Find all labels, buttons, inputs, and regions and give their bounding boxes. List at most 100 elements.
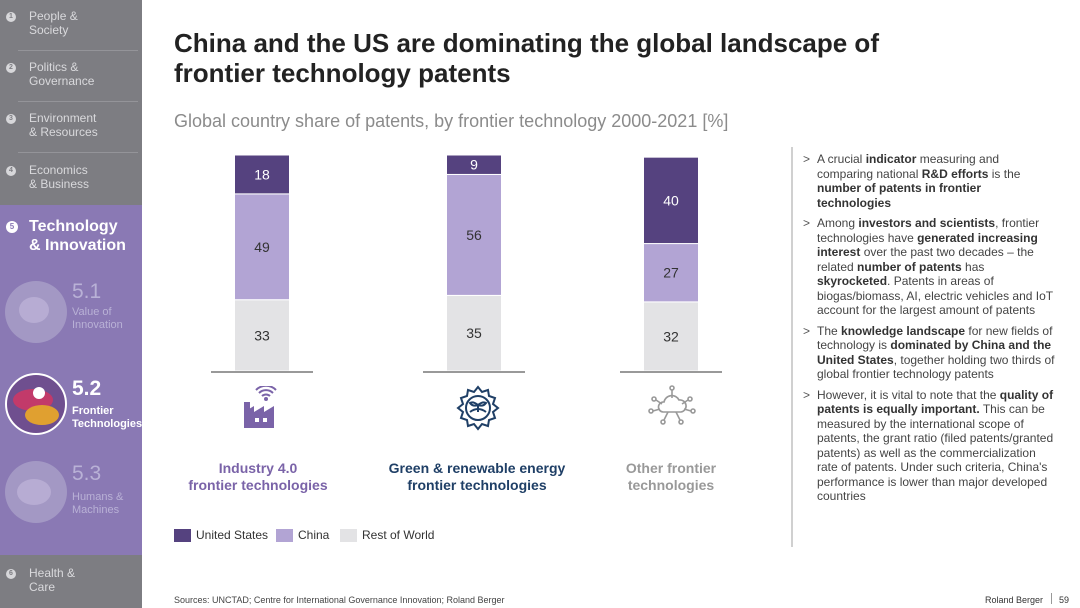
bar-segment-china	[234, 193, 290, 301]
bar-segment-rest-of-world	[446, 294, 502, 372]
brand-name: Roland Berger	[985, 595, 1044, 605]
bullet-item: > However, it is vital to note that the q…	[803, 388, 1058, 504]
bullet-text: This can be measured by the internationa…	[817, 402, 1054, 503]
gear-leaf-icon	[456, 385, 500, 431]
section-number: 4	[6, 166, 16, 176]
data-label: 35	[466, 325, 482, 341]
data-label: 49	[254, 239, 270, 255]
source-note: Sources: UNCTAD; Centre for Internationa…	[174, 595, 505, 605]
section-number: 2	[6, 63, 16, 73]
legend-label: Rest of World	[362, 528, 435, 542]
data-label: 9	[470, 157, 478, 173]
bar-segment-united-states	[234, 154, 290, 195]
frontier-technologies-thumbnail	[5, 373, 67, 435]
page-title: China and the US are dominating the glob…	[174, 28, 879, 88]
legend-swatch	[340, 529, 357, 542]
subitem-label: Frontier Technologies	[72, 405, 143, 430]
bullet-text: , frontier technologies have	[817, 216, 1040, 245]
legend-swatch	[174, 529, 191, 542]
bullet-bold-text: knowledge landscape	[841, 323, 966, 338]
section-number: 3	[6, 114, 16, 124]
sidebar-subitem-value-of-innovation[interactable]: 5.1 Value of Innovation	[0, 279, 142, 343]
bullet-text: A crucial	[817, 152, 866, 166]
sidebar: 1 People & Society 2 Politics & Governan…	[0, 0, 142, 608]
sidebar-item-politics-governance[interactable]: 2 Politics & Governance	[0, 59, 142, 99]
bar-segment-china	[643, 243, 699, 303]
bullet-bold-text: dominated by China and the United States	[817, 338, 1052, 367]
divider-line	[791, 147, 793, 547]
sidebar-item-label: Economics & Business	[29, 163, 90, 191]
divider	[18, 152, 138, 153]
bullet-text: has	[961, 259, 985, 274]
subitem-number: 5.2	[72, 377, 102, 400]
sidebar-item-technology-innovation[interactable]: 5 Technology & Innovation	[0, 217, 142, 259]
sidebar-item-label: Politics & Governance	[29, 60, 95, 88]
value-of-innovation-thumbnail	[5, 281, 67, 343]
bullet-marker: >	[803, 323, 811, 338]
data-label: 27	[663, 265, 679, 281]
subitem-number: 5.1	[72, 280, 102, 303]
data-label: 18	[254, 166, 270, 182]
bar-segment-united-states	[643, 156, 699, 245]
bullet-text: , together holding two thirds of global …	[817, 352, 1055, 382]
page-number: 59	[1059, 595, 1070, 605]
bullet-item: > Among investors and scientists, frontie…	[803, 216, 1058, 318]
data-label: 32	[663, 328, 679, 344]
bullet-bold-text: skyrocketed	[817, 274, 888, 288]
humans-machines-thumbnail	[5, 461, 67, 523]
divider	[18, 101, 138, 102]
bullet-text: for new fields of technology is	[817, 323, 1053, 353]
footer-separator	[1051, 593, 1052, 604]
stacked-bar-chart: 33 49 18 35 56 9 32 27 40	[211, 154, 722, 373]
sidebar-item-label: Environment & Resources	[29, 111, 98, 139]
chart-subtitle: Global country share of patents, by fron…	[174, 111, 729, 131]
subitem-label: Humans & Machines	[72, 491, 124, 516]
bullet-text: over the past two decades – the related	[817, 245, 1034, 274]
sidebar-item-environment-resources[interactable]: 3 Environment & Resources	[0, 110, 142, 150]
sidebar-item-label: Technology & Innovation	[29, 218, 126, 254]
sidebar-active-section: 5 Technology & Innovation 5.1 Value of I…	[0, 205, 142, 555]
bullet-bold-text: number of patents	[857, 259, 962, 274]
bullet-bold-text: quality of patents is equally important.	[817, 387, 1054, 417]
bullet-bold-text: investors and scientists	[858, 216, 996, 230]
sidebar-subitem-humans-machines[interactable]: 5.3 Humans & Machines	[0, 459, 142, 523]
bullet-text: . Patents in areas of biogas/biomass, AI…	[817, 274, 1053, 317]
data-label: 40	[663, 192, 679, 208]
bar-segment-united-states	[446, 154, 502, 175]
bullet-text: is the	[988, 166, 1021, 181]
cloud-network-icon	[648, 385, 696, 425]
legend-label: China	[298, 528, 330, 542]
bullet-text: Among	[817, 216, 859, 230]
bullet-item: > A crucial indicator measuring and compa…	[803, 152, 1058, 210]
section-number: 6	[6, 569, 16, 579]
bullet-bold-text: R&D efforts	[921, 166, 989, 181]
bullet-marker: >	[803, 152, 811, 166]
bar-segment-china	[446, 173, 502, 296]
bullet-marker: >	[803, 387, 811, 402]
sidebar-item-label: Health & Care	[29, 566, 76, 594]
sidebar-item-health-care[interactable]: 6 Health & Care	[0, 565, 142, 605]
bullet-text: However, it is vital to note that the	[817, 387, 1000, 402]
data-label: 56	[466, 227, 482, 243]
bar-segment-rest-of-world	[234, 299, 290, 372]
section-number: 5	[6, 221, 18, 233]
sidebar-subitem-frontier-technologies[interactable]: 5.2 Frontier Technologies	[0, 373, 142, 437]
sidebar-item-people-society[interactable]: 1 People & Society	[0, 8, 142, 48]
category-label-industry-4-0: Industry 4.0 frontier technologies	[188, 460, 328, 493]
factory-icon	[244, 386, 277, 428]
sidebar-item-label: People & Society	[29, 9, 78, 37]
bullet-list: > A crucial indicator measuring and compa…	[803, 152, 1058, 510]
bullet-bold-text: generated increasing interest	[817, 230, 1038, 260]
section-number: 1	[6, 12, 16, 22]
sidebar-item-economics-business[interactable]: 4 Economics & Business	[0, 162, 142, 202]
subitem-label: Value of Innovation	[72, 306, 123, 331]
bullet-marker: >	[803, 216, 811, 230]
bullet-bold-text: number of patents in frontier technologi…	[817, 181, 982, 210]
bullet-text: measuring and comparing national	[817, 152, 1000, 181]
data-label: 33	[254, 327, 270, 343]
bullet-item: > The knowledge landscape for new fields …	[803, 324, 1058, 382]
legend-swatch	[276, 529, 293, 542]
category-label-other: Other frontier technologies	[625, 460, 717, 493]
subitem-number: 5.3	[72, 462, 102, 485]
bullet-bold-text: indicator	[865, 152, 917, 166]
